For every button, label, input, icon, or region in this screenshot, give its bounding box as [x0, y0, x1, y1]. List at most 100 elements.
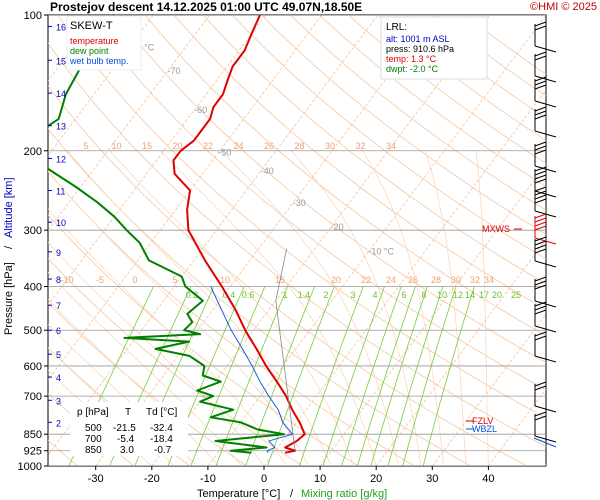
table-cell: -0.7	[154, 445, 172, 456]
mixing-ratio-label: 0.4	[223, 290, 236, 300]
isotherm-label: -80 °C	[129, 43, 155, 53]
isotherm-label: -50	[218, 148, 231, 158]
y-tick-label: 500	[24, 325, 42, 337]
mixing-ratio-label: 0.2	[186, 290, 199, 300]
table-header-td: Td [°C]	[146, 407, 177, 418]
dry-adiabat	[290, 15, 546, 211]
theta-label: 20	[331, 275, 341, 285]
wind-barb	[534, 51, 557, 83]
theta-label: 24	[386, 275, 396, 285]
table-header-t: T	[125, 407, 131, 418]
wind-barb	[534, 411, 557, 443]
fzl-marker: FZLV	[472, 416, 493, 426]
mixing-ratio-label: 0.6	[242, 290, 255, 300]
mixing-ratio-label: 2	[323, 290, 328, 300]
y-tick-label: 400	[24, 282, 42, 294]
axes: 1002003004005006007008509251000234567891…	[18, 10, 495, 485]
altitude-label: 7	[56, 301, 61, 311]
lrl-title: LRL:	[386, 22, 407, 33]
theta-label: 5	[172, 275, 177, 285]
wind-barb	[534, 166, 557, 198]
theta-label: 26	[264, 141, 274, 151]
theta-label: 30	[451, 275, 461, 285]
values-table-box	[70, 402, 188, 456]
y-tick-label: 850	[24, 429, 42, 441]
x-tick-label: 30	[426, 473, 438, 485]
x-tick-label: -30	[88, 473, 104, 485]
theta-label: 15	[142, 141, 152, 151]
altitude-label: 15	[56, 56, 66, 66]
x-axis-title: Temperature [°C]	[197, 488, 280, 500]
mixing-ratio-label: 20	[492, 290, 502, 300]
altitude-label: 11	[56, 187, 65, 197]
altitude-label: 8	[56, 275, 61, 285]
theta-label: 28	[294, 141, 304, 151]
isotherm-label: -10 °C	[368, 247, 394, 257]
mixing-ratio-label: 6	[401, 290, 406, 300]
altitude-label: 4	[56, 373, 61, 383]
isotherm-label: -70	[167, 66, 180, 76]
wind-barb	[533, 437, 557, 448]
y-tick-label: 925	[24, 446, 42, 458]
isotherm-label: -60	[194, 105, 207, 115]
wind-barb	[534, 276, 557, 308]
theta-label: 28	[431, 275, 441, 285]
y-tick-label: 600	[24, 361, 42, 373]
x-tick-label: -10	[200, 473, 216, 485]
parcel-path	[275, 248, 296, 451]
isotherm	[48, 15, 379, 456]
dry-adiabat	[202, 15, 546, 285]
wind-barb	[534, 331, 557, 363]
mixing-ratio-label: 4	[372, 290, 377, 300]
plot-area	[47, 14, 547, 467]
y-tick-label: 1000	[18, 461, 42, 473]
legend-wet-bulb: wet bulb temp.	[69, 56, 129, 66]
lrl-box	[380, 16, 488, 80]
theta-label: 5	[83, 141, 88, 151]
table-cell: -32.4	[150, 423, 173, 434]
legend-dew-point: dew point	[70, 46, 109, 56]
wind-barb	[534, 76, 557, 108]
mixing-ratio-label: 1.4	[298, 290, 311, 300]
dry-adiabat	[260, 15, 546, 235]
wind-barb	[534, 236, 557, 268]
table-header-p: p [hPa]	[77, 407, 109, 418]
x-axis-title-2: Mixing ratio [g/kg]	[301, 488, 387, 500]
altitude-label: 2	[56, 418, 61, 428]
altitude-label: 14	[56, 89, 66, 99]
theta-label: 34	[484, 275, 494, 285]
altitude-label: 3	[56, 396, 61, 406]
copyright: ©HMI © 2025	[530, 1, 597, 13]
isotherm	[263, 89, 546, 466]
dry-adiabat	[173, 15, 546, 311]
wbzl-marker: WBZL	[472, 424, 497, 434]
table-cell: 500	[85, 423, 102, 434]
x-tick-label: 20	[370, 473, 382, 485]
theta-label: 26	[408, 275, 418, 285]
y-axis-title-2: Altitude [km]	[3, 177, 15, 238]
mixing-ratio-label: 25	[511, 290, 521, 300]
mixing-ratio-label: 1	[282, 290, 287, 300]
isotherm	[207, 15, 546, 466]
altitude-label: 9	[56, 248, 61, 258]
mxws-marker: MXWS	[482, 224, 510, 234]
table-cell: -18.4	[150, 434, 173, 445]
dew-point-line	[48, 15, 285, 454]
altitude-label: 6	[56, 326, 61, 336]
wind-barbs	[533, 21, 557, 448]
theta-label: 22	[361, 275, 371, 285]
theta-label: 34	[386, 141, 396, 151]
mixing-ratio-label: 8	[421, 290, 426, 300]
mixing-ratio-label: 3	[350, 290, 355, 300]
theta-label: 10	[220, 275, 230, 285]
dry-adiabat	[57, 15, 546, 419]
theta-label: -5	[96, 275, 104, 285]
altitude-label: 16	[56, 22, 66, 32]
isotherm-label: -20	[331, 222, 344, 232]
mixing-ratio-label: 14	[465, 290, 475, 300]
theta-label: 10	[111, 141, 121, 151]
mixing-ratio-label: 10	[437, 290, 447, 300]
theta-label: 24	[233, 141, 243, 151]
background-grid	[48, 15, 546, 466]
altitude-label: 10	[56, 218, 66, 228]
